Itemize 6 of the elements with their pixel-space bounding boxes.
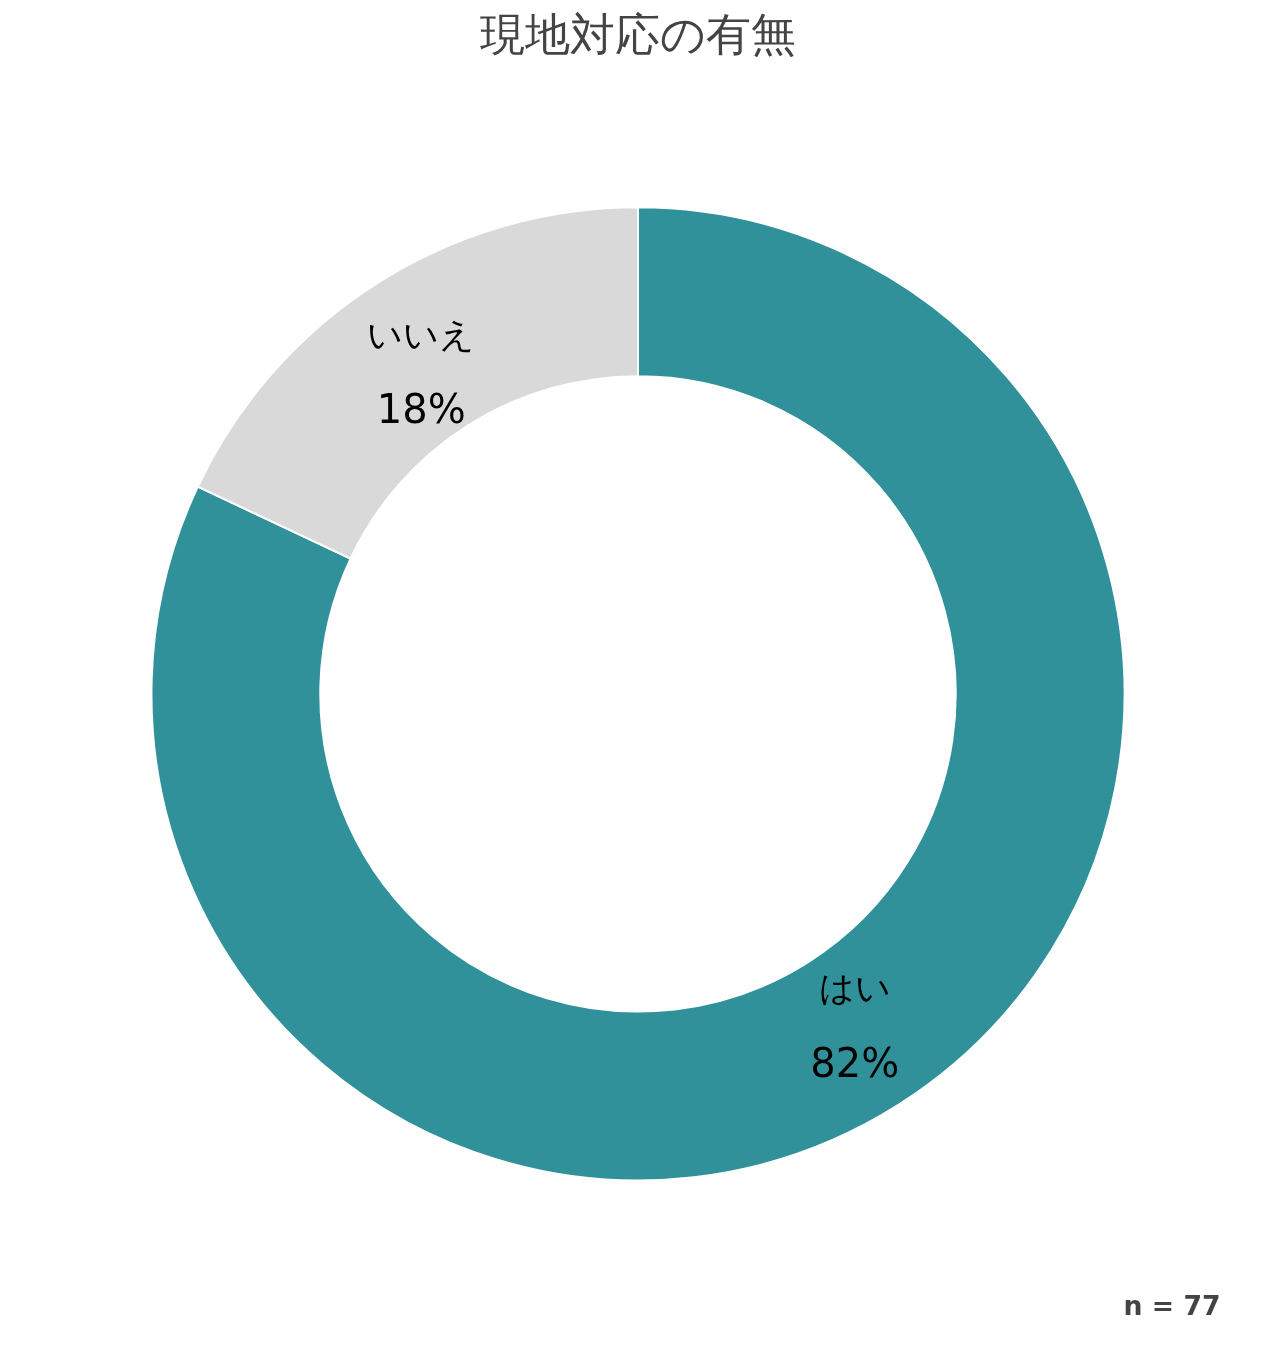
chart-title: 現地対応の有無 [480,7,796,61]
slice-label: はい [818,968,891,1009]
text: n = 77 [1123,1289,1221,1321]
data-label: 82% [810,1039,900,1086]
data-label: 18% [376,385,466,432]
slice-label: いいえ [367,314,476,355]
